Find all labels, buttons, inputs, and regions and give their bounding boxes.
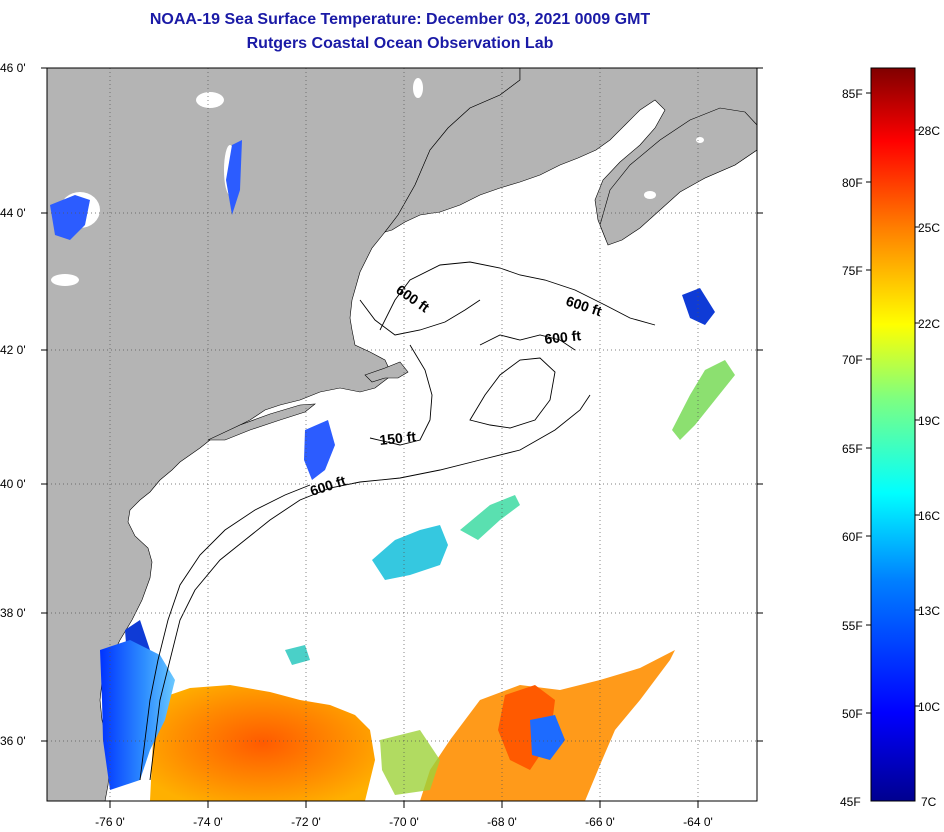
lake <box>696 137 704 143</box>
sst-patch-cold <box>682 288 715 325</box>
lat-label: 42 0' <box>0 343 26 357</box>
lake <box>644 191 656 199</box>
land-long-island <box>207 403 316 441</box>
lake <box>196 92 224 108</box>
colorbar-label-f: 50F <box>842 707 863 721</box>
lake <box>51 274 79 286</box>
lon-label: -72 0' <box>291 815 321 829</box>
colorbar-label-f: 65F <box>842 442 863 456</box>
sst-patch-cold <box>50 195 90 240</box>
colorbar-label-c: 19C <box>918 414 940 428</box>
sst-patch-warm <box>150 685 375 801</box>
sst-patch-gulfstream <box>460 495 520 540</box>
colorbar-label-c: 22C <box>918 317 940 331</box>
lat-label: 38 0' <box>0 606 26 620</box>
lon-label: -76 0' <box>95 815 125 829</box>
map-subtitle: Rutgers Coastal Ocean Observation Lab <box>246 35 554 52</box>
sst-patch-cold <box>304 420 335 480</box>
sst-patch-coastal <box>100 640 175 790</box>
map-frame <box>46 67 758 802</box>
contour-label: 150 ft <box>379 428 417 448</box>
sst-patch-gulfstream <box>672 360 735 440</box>
contour-label: 600 ft <box>544 327 582 347</box>
sst-patch-gulfstream <box>285 645 310 665</box>
colorbar-label-f: 45F <box>840 795 861 809</box>
colorbar-label-f: 80F <box>842 176 863 190</box>
colorbar-label-c: 7C <box>921 795 937 809</box>
land-cape-cod <box>364 361 409 383</box>
lon-label: -70 0' <box>389 815 419 829</box>
sst-patch-cool <box>530 715 565 760</box>
colorbar-label-f: 70F <box>842 353 863 367</box>
map-area: 600 ft 600 ft 600 ft 150 ft 600 ft <box>47 68 757 801</box>
lake <box>413 78 423 98</box>
sst-patch-cold <box>226 140 242 215</box>
lat-label: 46 0' <box>0 61 26 75</box>
colorbar-label-f: 55F <box>842 619 863 633</box>
colorbar-f-ticks <box>866 92 871 714</box>
lat-label: 36 0' <box>0 734 26 748</box>
colorbar-label-f: 75F <box>842 264 863 278</box>
lon-label: -66 0' <box>585 815 615 829</box>
map-title: NOAA-19 Sea Surface Temperature: Decembe… <box>149 11 651 28</box>
lon-label: -68 0' <box>487 815 517 829</box>
colorbar-c-ticks <box>915 129 920 707</box>
lon-label: -64 0' <box>683 815 713 829</box>
bathymetry-contours <box>139 261 656 781</box>
land-nova-scotia <box>599 107 757 246</box>
colorbar-label-c: 13C <box>918 604 940 618</box>
lat-label: 40 0' <box>0 477 26 491</box>
colorbar <box>870 67 916 802</box>
sst-patch-gulfstream <box>372 525 448 580</box>
colorbar-label-c: 10C <box>918 700 940 714</box>
colorbar-label-c: 28C <box>918 124 940 138</box>
lon-label: -74 0' <box>193 815 223 829</box>
colorbar-label-c: 16C <box>918 509 940 523</box>
ticks <box>41 67 763 808</box>
colorbar-label-f: 60F <box>842 530 863 544</box>
sst-patch-mixed <box>380 730 440 795</box>
colorbar-label-f: 85F <box>842 87 863 101</box>
lat-label: 44 0' <box>0 206 26 220</box>
colorbar-label-c: 25C <box>918 221 940 235</box>
